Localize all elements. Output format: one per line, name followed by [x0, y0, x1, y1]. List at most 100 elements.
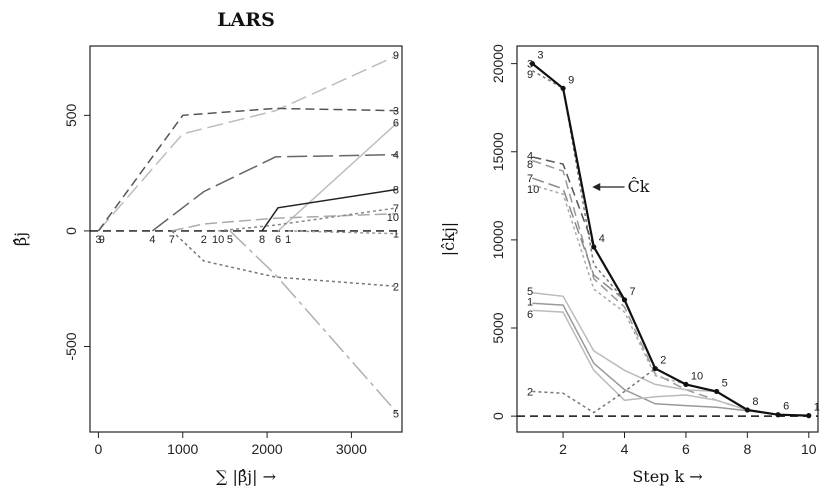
- y-tick-label: 500: [63, 103, 79, 127]
- start-variable-label: 4: [527, 150, 533, 162]
- ck-annotation: Ĉk: [592, 176, 650, 196]
- end-variable-label: 6: [393, 117, 399, 129]
- y-tick-label: 15000: [490, 132, 506, 171]
- x-tick-label: 2000: [252, 441, 283, 457]
- max-point-label: 4: [599, 233, 605, 245]
- end-variable-label: 2: [393, 281, 399, 293]
- entry-step-label: 10: [212, 234, 224, 246]
- max-correlation-point: [775, 412, 781, 418]
- y-tick-label: 10000: [490, 220, 506, 259]
- start-variable-label: 2: [527, 386, 533, 398]
- max-correlation-point: [621, 297, 628, 303]
- entry-step-label: 7: [169, 234, 175, 246]
- coefficient-series-line: [288, 230, 398, 235]
- entry-step-label: 3: [95, 234, 101, 246]
- start-variable-label: 1: [527, 297, 533, 309]
- coefficient-series-line: [229, 230, 399, 414]
- right-plot-frame: [516, 45, 819, 433]
- x-tick-label: 3000: [336, 441, 367, 457]
- max-point-label: 2: [660, 355, 666, 367]
- max-point-label: 7: [630, 286, 636, 298]
- x-tick-label: 6: [682, 441, 690, 457]
- correlation-series-line: [532, 309, 779, 416]
- end-variable-label: 8: [393, 184, 399, 196]
- right-x-ticks: 2 4 6 8 10: [559, 432, 817, 457]
- end-variable-label: 10: [387, 212, 399, 224]
- correlation-series-line: [532, 302, 809, 417]
- x-tick-label: 4: [621, 441, 629, 457]
- correlation-series-line: [532, 292, 717, 393]
- y-tick-label: 0: [63, 227, 79, 235]
- y-tick-label: -500: [63, 332, 79, 360]
- entry-step-label: 8: [259, 234, 265, 246]
- right-y-axis-label: |ĉkj|: [439, 222, 458, 256]
- y-tick-label: 5000: [490, 312, 506, 343]
- correlation-series-line: [532, 156, 595, 248]
- y-tick-label: 20000: [490, 44, 506, 83]
- left-end-labels: 9 36 4 8 710 1 2 5: [387, 50, 399, 420]
- coefficient-series-line: [171, 212, 398, 232]
- correlation-series-line: [532, 177, 625, 301]
- start-variable-label: 7: [527, 173, 533, 185]
- start-variable-label: 3: [527, 59, 533, 71]
- coefficient-series-line: [277, 121, 399, 232]
- coefficient-series-line: [261, 188, 398, 232]
- right-y-ticks: 0 5000 10000 15000 20000: [490, 44, 517, 420]
- left-series-group: [97, 54, 399, 414]
- coefficient-series-line: [97, 107, 398, 232]
- max-correlation-point: [591, 244, 597, 250]
- max-correlation-point: [529, 61, 535, 67]
- entry-step-label: 4: [149, 234, 155, 246]
- max-point-label: 1: [814, 402, 820, 414]
- start-variable-label: 8: [527, 159, 533, 171]
- entry-step-label: 6: [275, 234, 281, 246]
- chart-title: LARS: [217, 9, 275, 31]
- end-variable-label: 1: [393, 229, 399, 241]
- max-correlation-point: [714, 388, 720, 395]
- left-step-labels: 39 4 7 2 10 5 8 6 1: [95, 234, 291, 246]
- max-point-label: 9: [568, 74, 574, 86]
- x-tick-label: 8: [743, 441, 751, 457]
- entry-step-label: 2: [201, 234, 207, 246]
- right-series-group: [532, 70, 809, 417]
- left-x-axis-label: ∑ |β̂j| →: [216, 467, 276, 486]
- max-correlation-line: [531, 62, 809, 417]
- x-tick-label: 1000: [167, 441, 198, 457]
- start-variable-label: 10: [527, 184, 539, 196]
- annotation-label: Ĉk: [628, 176, 650, 196]
- coefficient-series-line: [171, 230, 398, 288]
- max-point-label: 8: [752, 396, 758, 408]
- correlation-series-line: [532, 70, 626, 301]
- entry-step-label: 1: [285, 234, 291, 246]
- max-point-label: 3: [537, 50, 543, 62]
- max-correlation-point: [744, 407, 750, 413]
- coefficient-series-line: [151, 153, 398, 232]
- coefficient-series-line: [218, 207, 398, 232]
- left-y-ticks: -500 0 500: [63, 103, 90, 360]
- annotation-arrow-head: [592, 183, 601, 192]
- max-point-label: 5: [722, 377, 728, 389]
- max-correlation-point: [652, 365, 658, 372]
- y-tick-label: 0: [490, 412, 506, 420]
- end-variable-label: 5: [393, 409, 399, 421]
- start-variable-label: 6: [527, 309, 533, 321]
- max-correlation-point: [806, 413, 812, 419]
- end-variable-label: 4: [393, 150, 399, 162]
- max-point-label: 6: [783, 401, 789, 413]
- max-point-label: 10: [691, 370, 703, 382]
- correlation-series-line: [532, 367, 656, 414]
- correlation-series-line: [532, 184, 687, 386]
- x-tick-label: 2: [559, 441, 567, 457]
- entry-step-label: 9: [99, 234, 105, 246]
- end-variable-label: 7: [393, 203, 399, 215]
- right-start-labels: 39 48 710 516 2: [527, 59, 539, 399]
- left-y-axis-label: β̂j: [11, 232, 30, 246]
- x-tick-label: 0: [95, 441, 103, 457]
- left-x-ticks: 0 1000 2000 3000: [95, 432, 367, 457]
- start-variable-label: 5: [527, 286, 533, 298]
- entry-step-label: 5: [227, 234, 233, 246]
- end-variable-label: 3: [393, 106, 399, 118]
